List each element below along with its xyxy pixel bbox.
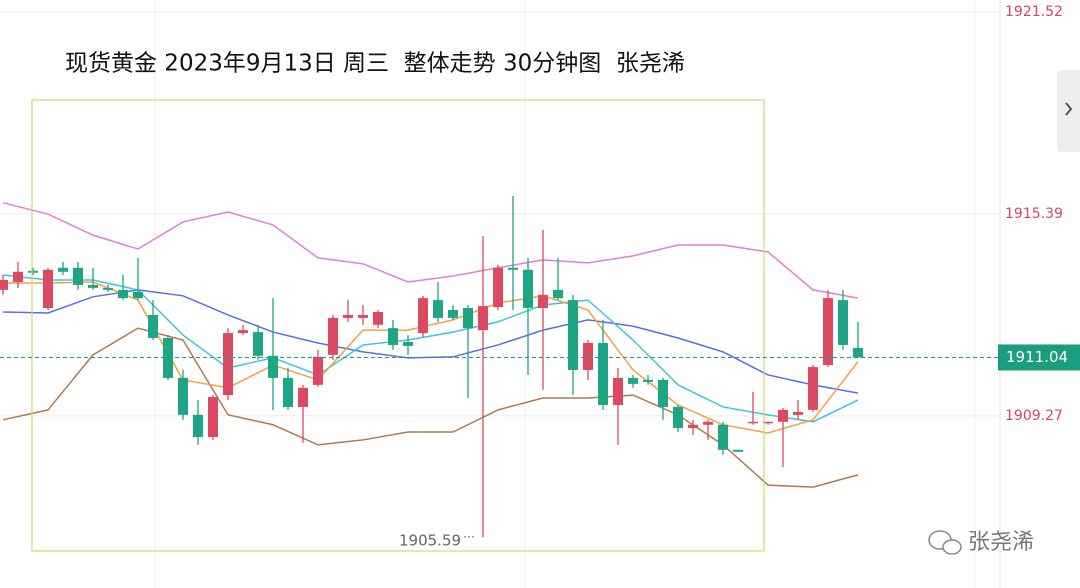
candle-body bbox=[73, 267, 83, 285]
y-tick-label: 1909.27 bbox=[1005, 408, 1063, 424]
candle-body bbox=[373, 311, 383, 325]
candle-body bbox=[628, 377, 638, 384]
y-tick-label: 1915.39 bbox=[1005, 206, 1063, 222]
candle-body bbox=[133, 291, 143, 299]
candle-body bbox=[328, 317, 338, 355]
candle-body bbox=[208, 397, 218, 437]
candle-body bbox=[538, 294, 548, 309]
highlight-box bbox=[31, 99, 765, 552]
candle-body bbox=[418, 298, 428, 334]
candle-body bbox=[688, 424, 698, 429]
last-price-label: 1911.04 bbox=[1006, 348, 1068, 366]
candle-body bbox=[298, 387, 308, 407]
candle-body bbox=[13, 271, 23, 282]
candle-body bbox=[238, 330, 248, 334]
low-label: 1905.59 bbox=[399, 532, 461, 550]
candle-body bbox=[508, 267, 518, 270]
candle-body bbox=[853, 347, 863, 358]
candle-body bbox=[343, 314, 353, 318]
indicator-line bbox=[2, 289, 859, 394]
candle-body bbox=[313, 356, 323, 385]
candle-body bbox=[193, 414, 203, 437]
y-tick-label: 1921.52 bbox=[1005, 4, 1063, 20]
candle-body bbox=[178, 377, 188, 415]
candle-body bbox=[118, 289, 128, 299]
candle-body bbox=[253, 332, 263, 356]
candle-body bbox=[28, 270, 38, 273]
candle-body bbox=[643, 379, 653, 382]
wechat-icon bbox=[942, 539, 962, 555]
candle-body bbox=[103, 287, 113, 290]
indicator-line bbox=[2, 274, 859, 423]
candle-body bbox=[733, 449, 743, 452]
candle-body bbox=[358, 314, 368, 318]
candle-body bbox=[88, 284, 98, 288]
candle-body bbox=[823, 298, 833, 366]
candle-body bbox=[433, 300, 443, 318]
candle-body bbox=[568, 300, 578, 371]
candle-body bbox=[523, 269, 533, 309]
candle-body bbox=[388, 328, 398, 345]
candle-body bbox=[448, 309, 458, 318]
candle-body bbox=[613, 377, 623, 405]
candle-body bbox=[58, 267, 68, 272]
candle-body bbox=[718, 424, 728, 450]
last-price-tag bbox=[998, 344, 1080, 371]
candle-body bbox=[463, 308, 473, 329]
candle-body bbox=[838, 300, 848, 345]
indicator-line bbox=[2, 202, 859, 299]
indicator-line bbox=[3, 281, 859, 434]
candle-body bbox=[478, 306, 488, 331]
watermark: 张尧浠 bbox=[928, 530, 1034, 555]
candle-body bbox=[493, 267, 503, 308]
arrow-icon bbox=[1065, 102, 1073, 116]
candle-body bbox=[703, 421, 713, 425]
candle-body bbox=[778, 409, 788, 422]
candle-body bbox=[0, 279, 8, 290]
low-label-dots: ⋯ bbox=[463, 530, 475, 544]
candle-body bbox=[403, 341, 413, 346]
candle-body bbox=[283, 377, 293, 407]
candle-body bbox=[748, 421, 758, 424]
watermark-text: 张尧浠 bbox=[968, 530, 1034, 555]
indicator-line bbox=[2, 327, 859, 488]
candle-body bbox=[598, 342, 608, 405]
candle-body bbox=[148, 314, 158, 339]
candle-body bbox=[43, 269, 53, 309]
candle-body bbox=[808, 367, 818, 410]
candle-body bbox=[583, 342, 593, 371]
candle-body bbox=[223, 333, 233, 396]
candle-body bbox=[673, 406, 683, 429]
chart-title: 现货黄金 2023年9月13日 周三 整体走势 30分钟图 张尧浠 bbox=[65, 51, 685, 77]
candle-body bbox=[793, 411, 803, 415]
candle-body bbox=[268, 355, 278, 378]
candle-body bbox=[763, 421, 773, 424]
candle-body bbox=[658, 379, 668, 407]
candle-body bbox=[553, 289, 563, 299]
